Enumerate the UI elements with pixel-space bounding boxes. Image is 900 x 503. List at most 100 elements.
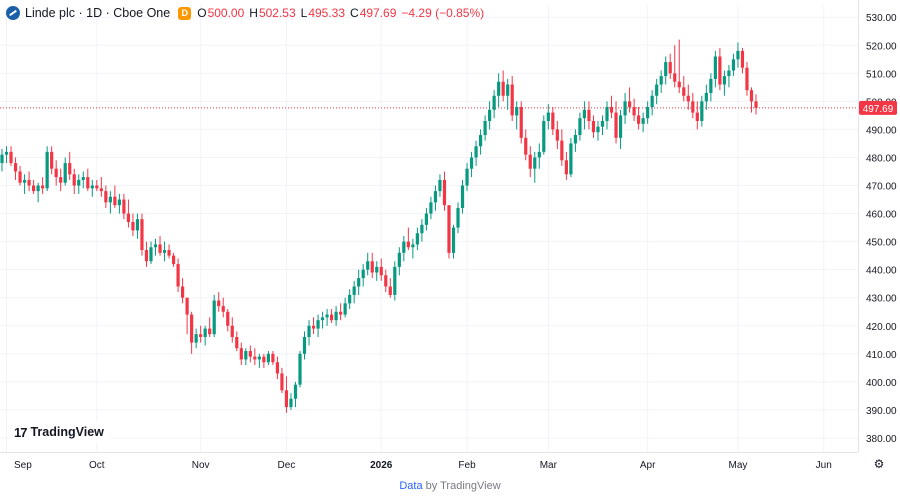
candle[interactable] [691, 92, 695, 119]
candle[interactable] [126, 199, 131, 228]
candle[interactable] [32, 179, 36, 194]
candle[interactable] [90, 179, 94, 197]
data-link[interactable]: Data [399, 480, 423, 492]
candle[interactable] [469, 151, 474, 178]
candle[interactable] [754, 94, 758, 115]
candle[interactable] [524, 129, 528, 161]
candle[interactable] [713, 50, 717, 88]
candle[interactable] [429, 196, 433, 220]
candle[interactable] [370, 252, 374, 279]
candle[interactable] [13, 157, 18, 180]
candle[interactable] [68, 151, 72, 180]
candle[interactable] [528, 146, 532, 178]
candle[interactable] [506, 78, 510, 110]
candle[interactable] [343, 297, 347, 318]
candle[interactable] [745, 62, 749, 96]
candle[interactable] [569, 137, 573, 178]
candle[interactable] [0, 149, 4, 172]
candle[interactable] [677, 39, 681, 93]
candle[interactable] [659, 70, 663, 93]
candle[interactable] [578, 112, 582, 141]
candle[interactable] [722, 70, 726, 96]
candle[interactable] [587, 101, 591, 130]
data-delay-badge[interactable]: D [178, 6, 192, 20]
candle[interactable] [45, 146, 49, 192]
candle[interactable] [194, 328, 198, 349]
candle[interactable] [171, 252, 176, 267]
candle[interactable] [478, 129, 483, 155]
candle[interactable] [162, 241, 167, 262]
symbol-title[interactable]: Linde plc · 1D · Cboe One [25, 6, 171, 20]
candle[interactable] [361, 264, 365, 287]
candle[interactable] [727, 64, 731, 88]
candle[interactable] [424, 207, 429, 231]
candle[interactable] [673, 45, 677, 88]
candle[interactable] [9, 146, 13, 166]
candle[interactable] [465, 163, 469, 192]
candle[interactable] [433, 185, 438, 211]
candle[interactable] [235, 331, 239, 352]
candle[interactable] [736, 42, 740, 68]
candle[interactable] [72, 168, 76, 194]
candle[interactable] [488, 101, 492, 130]
candle[interactable] [284, 376, 289, 413]
candle[interactable] [483, 115, 487, 141]
candle[interactable] [41, 177, 45, 194]
candle[interactable] [451, 224, 456, 259]
candle[interactable] [307, 320, 311, 346]
candle[interactable] [605, 101, 609, 130]
candle[interactable] [447, 205, 451, 259]
candle[interactable] [311, 317, 316, 335]
candle[interactable] [560, 129, 564, 166]
candle[interactable] [4, 146, 9, 164]
candle[interactable] [646, 101, 650, 124]
tradingview-watermark[interactable]: 17 TradingView [8, 421, 110, 443]
candle[interactable] [77, 174, 81, 194]
candle[interactable] [217, 292, 221, 312]
candle[interactable] [329, 308, 334, 323]
candle[interactable] [208, 317, 212, 337]
candle[interactable] [158, 236, 162, 256]
candle[interactable] [185, 297, 189, 335]
candle[interactable] [262, 353, 266, 368]
candle[interactable] [352, 280, 356, 304]
candle[interactable] [664, 56, 668, 85]
candle[interactable] [731, 53, 736, 77]
candle[interactable] [248, 345, 252, 363]
candle[interactable] [244, 348, 248, 366]
candle[interactable] [239, 342, 243, 366]
candle[interactable] [474, 140, 478, 166]
candle[interactable] [718, 48, 722, 91]
candle[interactable] [542, 115, 546, 155]
candle[interactable] [497, 73, 501, 107]
candle[interactable] [95, 179, 99, 192]
candle[interactable] [641, 112, 645, 133]
candle[interactable] [564, 151, 568, 180]
candle[interactable] [384, 269, 388, 293]
candle[interactable] [99, 177, 103, 197]
candle[interactable] [700, 95, 704, 127]
candle[interactable] [623, 92, 627, 124]
candle[interactable] [104, 185, 108, 208]
candle[interactable] [632, 98, 636, 122]
candle[interactable] [609, 95, 614, 119]
candle[interactable] [271, 351, 275, 366]
candle[interactable] [591, 115, 596, 138]
candle[interactable] [18, 165, 22, 186]
candle[interactable] [280, 367, 284, 394]
candle[interactable] [420, 219, 424, 242]
candle[interactable] [316, 314, 320, 337]
candle[interactable] [253, 348, 257, 366]
candle[interactable] [22, 174, 27, 194]
candle[interactable] [537, 143, 541, 169]
candle[interactable] [415, 227, 419, 251]
candle[interactable] [519, 101, 523, 144]
candle[interactable] [257, 353, 261, 368]
candle[interactable] [357, 269, 361, 295]
candle[interactable] [199, 325, 203, 343]
candle[interactable] [190, 311, 194, 354]
candle[interactable] [501, 70, 505, 102]
candle[interactable] [334, 306, 338, 326]
candle[interactable] [397, 247, 401, 276]
